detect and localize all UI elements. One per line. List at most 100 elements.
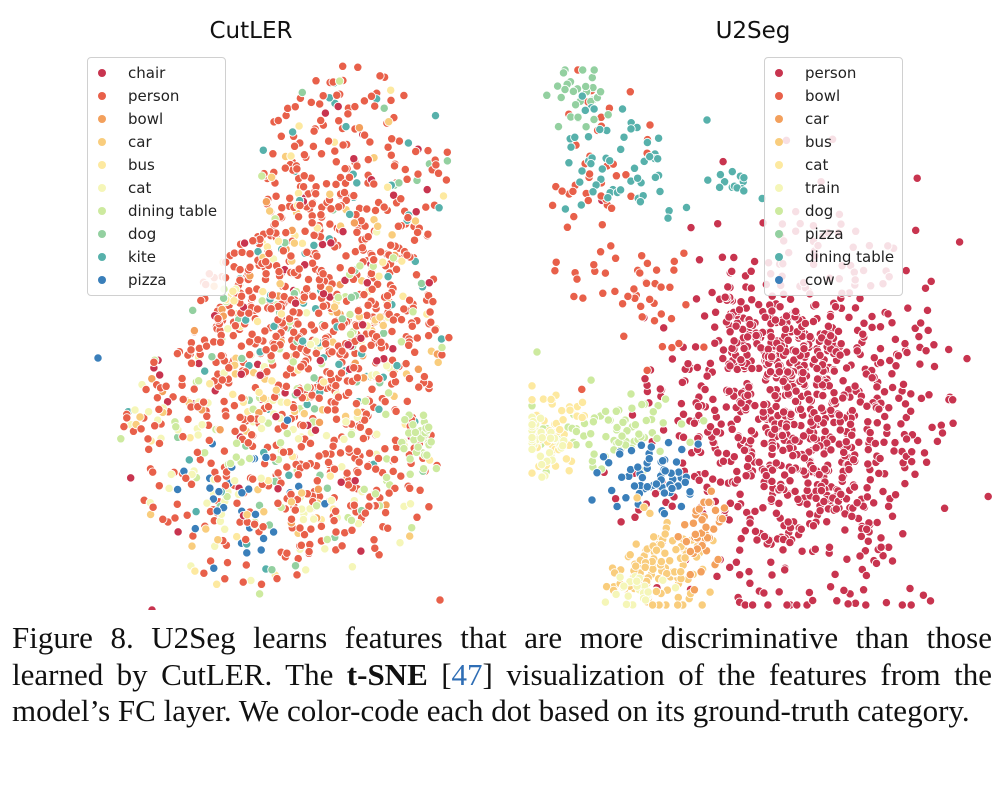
point-dining-table bbox=[663, 213, 673, 223]
citation-link-47[interactable]: 47 bbox=[451, 656, 483, 692]
point-dining-table bbox=[222, 491, 232, 502]
point-pizza bbox=[568, 86, 579, 97]
point-cow bbox=[667, 483, 677, 494]
point-person bbox=[273, 498, 283, 508]
point-person bbox=[244, 286, 254, 296]
point-person bbox=[393, 221, 404, 231]
point-car bbox=[325, 189, 335, 199]
point-bowl bbox=[679, 248, 689, 258]
point-cat bbox=[527, 395, 537, 405]
point-dining-table bbox=[615, 185, 626, 195]
point-dining-table bbox=[635, 197, 646, 207]
cutler-legend: chair person bowl car bus cat dining table dog k… bbox=[87, 57, 227, 296]
point-person bbox=[906, 600, 916, 610]
point-person bbox=[248, 474, 258, 484]
point-dog bbox=[630, 420, 641, 430]
point-person bbox=[215, 337, 226, 347]
point-person bbox=[182, 510, 192, 520]
point-person bbox=[286, 514, 297, 524]
point-person bbox=[376, 247, 386, 257]
point-train bbox=[619, 581, 629, 591]
point-person bbox=[278, 447, 289, 457]
point-person bbox=[413, 169, 423, 179]
point-person bbox=[335, 448, 346, 458]
point-car bbox=[378, 320, 388, 331]
point-person bbox=[792, 600, 802, 610]
point-train bbox=[658, 575, 668, 585]
point-person bbox=[399, 90, 409, 101]
point-person bbox=[870, 438, 881, 449]
point-person bbox=[667, 354, 678, 364]
point-person bbox=[811, 443, 821, 453]
point-person bbox=[735, 545, 745, 555]
point-person bbox=[367, 284, 377, 294]
point-person bbox=[217, 375, 227, 385]
point-dining-table bbox=[681, 202, 692, 213]
legend-marker bbox=[98, 230, 106, 239]
point-cat bbox=[143, 407, 154, 417]
point-person bbox=[874, 468, 884, 479]
point-person bbox=[903, 303, 913, 313]
point-person bbox=[822, 517, 832, 527]
point-pizza bbox=[589, 65, 599, 75]
point-person bbox=[750, 400, 760, 411]
point-car bbox=[242, 510, 252, 520]
point-dining-table bbox=[426, 437, 436, 447]
point-bowl bbox=[583, 195, 593, 206]
point-car bbox=[710, 505, 721, 516]
point-person bbox=[172, 499, 182, 509]
point-person bbox=[767, 465, 778, 475]
point-bus bbox=[276, 309, 287, 319]
legend-item-person: person bbox=[775, 61, 894, 84]
point-person bbox=[833, 326, 844, 337]
point-bus bbox=[229, 296, 239, 306]
point-person bbox=[269, 343, 279, 353]
point-bus bbox=[228, 389, 238, 400]
point-bus bbox=[386, 85, 396, 95]
point-person bbox=[816, 485, 827, 496]
point-person bbox=[678, 409, 689, 419]
point-pizza bbox=[214, 486, 224, 497]
point-cow bbox=[685, 487, 695, 497]
point-person bbox=[725, 361, 735, 371]
point-bus bbox=[378, 257, 388, 267]
point-cow bbox=[660, 466, 670, 476]
point-car bbox=[265, 206, 275, 216]
point-kite bbox=[298, 336, 308, 346]
point-person bbox=[337, 346, 347, 356]
point-bus bbox=[254, 387, 264, 398]
point-person bbox=[876, 542, 886, 552]
point-person bbox=[830, 302, 841, 312]
point-dining-table bbox=[632, 173, 643, 183]
point-person bbox=[238, 577, 248, 587]
point-person bbox=[922, 305, 933, 316]
point-dining-table bbox=[407, 523, 417, 533]
point-person bbox=[353, 62, 363, 72]
point-person bbox=[380, 444, 390, 454]
point-person bbox=[245, 349, 255, 360]
point-person bbox=[808, 595, 818, 606]
legend-marker bbox=[775, 207, 783, 216]
point-person bbox=[388, 315, 399, 325]
point-person bbox=[266, 351, 276, 361]
point-train bbox=[643, 587, 653, 597]
point-chair bbox=[326, 238, 336, 248]
point-person bbox=[921, 346, 931, 356]
point-person bbox=[776, 483, 786, 493]
point-person bbox=[318, 91, 328, 101]
point-person bbox=[364, 448, 375, 458]
point-person bbox=[386, 95, 396, 106]
point-person bbox=[389, 454, 400, 465]
point-cow bbox=[646, 442, 656, 452]
point-bowl bbox=[595, 247, 606, 257]
point-person bbox=[299, 171, 309, 181]
point-person bbox=[273, 115, 283, 126]
point-person bbox=[919, 448, 930, 458]
legend-marker bbox=[775, 114, 783, 123]
point-person bbox=[278, 246, 289, 256]
point-cat bbox=[577, 412, 587, 423]
point-bowl bbox=[617, 299, 628, 309]
point-person bbox=[767, 570, 777, 580]
point-pizza bbox=[581, 81, 591, 92]
point-person bbox=[783, 335, 793, 345]
